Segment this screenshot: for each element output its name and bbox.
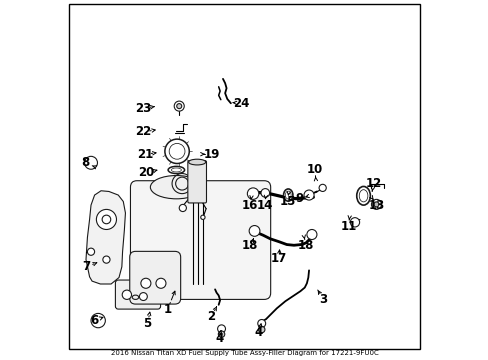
Text: 20: 20 [138,166,154,179]
Text: 10: 10 [306,163,322,176]
Circle shape [87,159,94,166]
Circle shape [249,190,256,197]
Ellipse shape [188,159,205,165]
Text: 13: 13 [368,199,385,212]
Text: 18: 18 [297,239,314,252]
FancyBboxPatch shape [187,161,206,203]
Text: 9: 9 [295,192,303,205]
Circle shape [349,218,359,227]
Text: 1: 1 [163,303,171,316]
Text: 8: 8 [81,156,89,169]
Circle shape [95,318,101,323]
Circle shape [218,331,224,337]
Circle shape [371,199,381,210]
Text: 19: 19 [203,148,219,161]
Circle shape [84,156,97,169]
FancyBboxPatch shape [129,251,180,304]
Text: 23: 23 [135,102,151,115]
Text: 3: 3 [319,293,327,306]
Text: 11: 11 [340,220,356,233]
FancyBboxPatch shape [115,280,160,309]
Text: 12: 12 [365,177,381,190]
Circle shape [96,210,116,229]
Text: 4: 4 [254,326,263,339]
Circle shape [139,293,147,301]
Circle shape [319,184,325,192]
Text: 22: 22 [135,125,151,139]
Circle shape [247,188,258,199]
Circle shape [91,314,105,328]
Text: 21: 21 [137,148,153,161]
Text: 14: 14 [256,199,272,212]
Text: 4: 4 [215,332,223,345]
FancyBboxPatch shape [130,181,270,300]
Circle shape [176,104,182,109]
Circle shape [141,278,151,288]
Ellipse shape [356,186,369,205]
Circle shape [251,228,257,234]
Circle shape [201,215,204,220]
Text: 18: 18 [242,239,258,252]
Circle shape [249,226,260,236]
Circle shape [258,326,264,333]
Circle shape [217,325,225,333]
Circle shape [263,190,267,195]
Circle shape [122,290,131,300]
Circle shape [261,189,269,197]
Text: 15: 15 [279,195,295,208]
Ellipse shape [171,168,181,172]
Circle shape [87,248,94,255]
Circle shape [304,190,313,200]
Polygon shape [86,191,125,284]
Circle shape [179,204,186,212]
Ellipse shape [359,190,367,202]
Circle shape [373,202,378,207]
Circle shape [102,215,110,224]
Text: 16: 16 [242,199,258,212]
Text: 2: 2 [207,310,215,323]
Circle shape [102,256,110,263]
Circle shape [94,317,102,324]
Circle shape [257,319,265,327]
Ellipse shape [285,191,290,199]
Circle shape [308,232,314,237]
Text: 24: 24 [232,97,248,110]
Ellipse shape [168,166,184,174]
Circle shape [174,101,184,111]
Text: 7: 7 [82,260,91,273]
Ellipse shape [283,189,292,201]
Text: 5: 5 [143,317,151,330]
Text: 17: 17 [270,252,286,265]
Text: 6: 6 [90,314,98,327]
Text: 2016 Nissan Titan XD Fuel Supply Tube Assy-Filler Diagram for 17221-9FU0C: 2016 Nissan Titan XD Fuel Supply Tube As… [110,350,378,356]
Circle shape [306,229,316,239]
Circle shape [156,278,165,288]
Ellipse shape [150,176,202,199]
